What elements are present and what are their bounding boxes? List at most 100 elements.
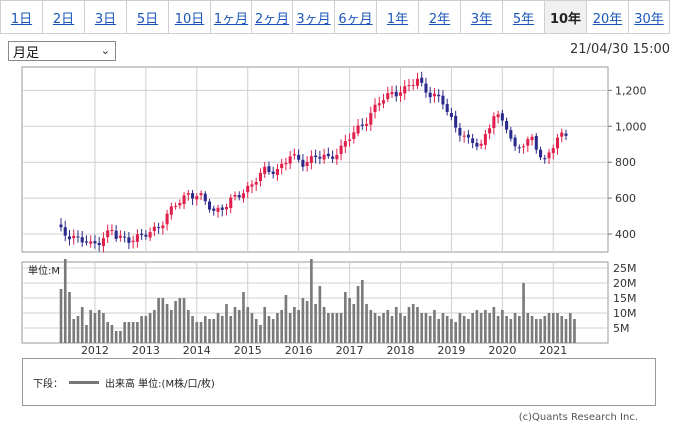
- volume-bar: [335, 313, 339, 343]
- tab-4[interactable]: 10日: [168, 0, 210, 34]
- candle-body: [254, 182, 258, 185]
- volume-bar: [110, 325, 114, 343]
- tab-12[interactable]: 5年: [502, 0, 544, 34]
- tab-0[interactable]: 1日: [0, 0, 42, 34]
- tab-13[interactable]: 10年: [544, 0, 586, 34]
- volume-bar: [195, 322, 199, 343]
- volume-bar: [433, 310, 436, 343]
- volume-tick-label: 10M: [613, 307, 637, 320]
- volume-bar: [547, 313, 551, 343]
- tab-6[interactable]: 2ヶ月: [251, 0, 292, 34]
- x-tick-label: 2017: [336, 344, 364, 357]
- volume-bar: [339, 313, 343, 343]
- candle-body: [135, 234, 139, 242]
- volume-tick-label: 20M: [613, 277, 637, 290]
- candle-body: [72, 235, 76, 239]
- volume-bar: [106, 322, 109, 343]
- tab-10[interactable]: 2年: [418, 0, 460, 34]
- candle-body: [97, 242, 101, 246]
- volume-bar: [263, 307, 267, 343]
- volume-bar: [530, 316, 534, 343]
- volume-bar: [322, 307, 326, 343]
- tab-15[interactable]: 30年: [628, 0, 670, 34]
- volume-bar: [59, 289, 63, 343]
- chevron-down-icon: ⌄: [100, 44, 110, 57]
- tab-2[interactable]: 3日: [84, 0, 126, 34]
- volume-bar: [526, 313, 530, 343]
- volume-bar: [543, 316, 547, 343]
- tab-1[interactable]: 2日: [42, 0, 84, 34]
- volume-bar: [369, 310, 373, 343]
- tab-8[interactable]: 6ヶ月: [334, 0, 376, 34]
- tab-7[interactable]: 3ヶ月: [292, 0, 334, 34]
- candle-body: [76, 236, 80, 238]
- candle-body: [144, 234, 148, 237]
- candle-body: [224, 206, 229, 210]
- volume-bar: [267, 316, 271, 343]
- candle-body: [89, 241, 93, 244]
- volume-bar: [229, 316, 233, 343]
- bar-type-select[interactable]: 月足 ⌄: [8, 41, 116, 61]
- candle-body: [449, 113, 453, 117]
- volume-bar: [377, 316, 381, 343]
- candle-body: [428, 92, 432, 98]
- candle-body: [437, 94, 441, 97]
- legend: 下段： 出来高 単位:(M株/口/枚): [33, 375, 215, 390]
- volume-bar: [458, 313, 462, 343]
- volume-bar: [382, 313, 385, 343]
- volume-bar: [454, 322, 457, 343]
- candle-body: [148, 232, 152, 238]
- candle-body: [551, 148, 555, 154]
- candle-body: [365, 123, 369, 126]
- tab-9[interactable]: 1年: [376, 0, 418, 34]
- volume-bar: [178, 298, 182, 343]
- candle-body: [195, 196, 199, 200]
- candle-body: [377, 103, 381, 106]
- volume-bar: [505, 316, 508, 343]
- candle-body: [432, 93, 436, 97]
- price-tick-label: 1,000: [615, 120, 647, 133]
- candle-body: [174, 206, 178, 208]
- candle-body: [454, 115, 458, 128]
- candle-body: [233, 194, 237, 197]
- tab-11[interactable]: 3年: [460, 0, 502, 34]
- volume-bar: [119, 331, 122, 343]
- tab-3[interactable]: 5日: [126, 0, 168, 34]
- candle-body: [178, 202, 182, 206]
- volume-bar: [199, 322, 203, 343]
- chart-svg: 2012 2013 2014 2015 2016 2017 2018 2019 2020 2021…: [21, 66, 647, 357]
- price-tick-label: 400: [615, 228, 636, 241]
- x-tick-label: 2013: [132, 344, 160, 357]
- candle-body: [63, 227, 67, 236]
- candle-body: [441, 95, 445, 105]
- legend-volume-label: 出来高 単位:(M株/口/枚): [105, 379, 215, 390]
- tab-14[interactable]: 20年: [586, 0, 628, 34]
- candle-body: [314, 155, 318, 158]
- price-tick-label: 1,200: [615, 84, 647, 97]
- volume-bar: [331, 313, 334, 343]
- candle-body: [331, 156, 335, 159]
- candle-body: [191, 193, 195, 199]
- candle-body: [322, 154, 326, 160]
- copyright: (c)Quants Research Inc.: [518, 412, 638, 423]
- candle-body: [564, 133, 568, 136]
- volume-bar: [203, 316, 207, 343]
- volume-bar: [276, 313, 279, 343]
- volume-bar: [297, 310, 300, 343]
- tab-5[interactable]: 1ヶ月: [210, 0, 251, 34]
- volume-bar: [365, 304, 368, 343]
- candle-body: [152, 226, 156, 232]
- volume-bar: [242, 292, 245, 343]
- volume-bar: [233, 307, 237, 343]
- candle-body: [420, 77, 424, 83]
- volume-bar: [420, 313, 424, 343]
- candle-body: [483, 134, 487, 145]
- candle-body: [318, 156, 322, 159]
- volume-bar: [301, 298, 305, 343]
- volume-bar: [356, 286, 360, 343]
- volume-bar: [102, 313, 105, 343]
- candle-body: [513, 137, 517, 147]
- volume-bar: [89, 310, 93, 343]
- volume-bar: [174, 301, 177, 343]
- volume-bar: [114, 331, 118, 343]
